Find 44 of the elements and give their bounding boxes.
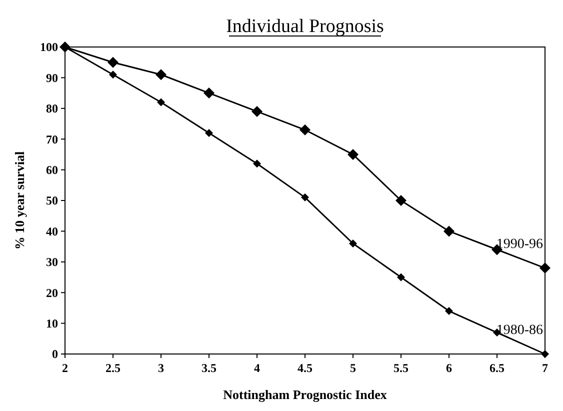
y-tick-label: 100 [40,40,58,54]
y-tick-label: 40 [46,224,58,238]
x-tick-label: 2.5 [106,361,120,375]
point [445,307,453,316]
point [396,195,406,206]
x-tick-label: 2 [62,361,68,375]
x-tick-label: 5.5 [394,361,408,375]
point [253,160,261,168]
point [204,88,214,99]
x-tick-label: 6.5 [490,361,504,375]
point [157,98,165,106]
y-axis-title: % 10 year survial [12,150,27,250]
y-tick-label: 90 [46,70,58,85]
x-tick-label: 5 [350,361,356,375]
point [540,262,550,274]
point [397,273,405,282]
y-tick-label: 30 [46,255,58,270]
point [109,70,117,79]
point [156,69,166,80]
point [108,56,118,68]
x-tick-label: 4.5 [298,361,312,375]
point [349,239,357,248]
point [444,226,454,237]
x-tick-label: 4 [254,361,260,375]
x-tick-label: 6 [446,361,452,375]
point [348,148,358,160]
point [205,128,213,137]
point [301,193,309,202]
y-tick-label: 10 [46,316,58,330]
point [300,124,310,136]
y-tick-label: 80 [46,102,58,116]
series-label: 1990-96 [496,237,543,252]
x-tick-label: 3.5 [202,361,216,375]
y-tick-label: 0 [52,347,58,362]
y-tick-label: 50 [46,194,58,208]
y-tick-label: 20 [46,286,58,300]
point [252,106,262,117]
x-axis-title: Nottingham Prognostic Index [223,387,388,402]
chart-title: Individual Prognosis [226,16,384,37]
series-label: 1980-86 [496,323,543,338]
x-tick-label: 3 [158,361,164,375]
x-tick-label: 7 [542,361,548,375]
y-tick-label: 60 [46,163,58,177]
y-tick-label: 70 [46,132,58,146]
